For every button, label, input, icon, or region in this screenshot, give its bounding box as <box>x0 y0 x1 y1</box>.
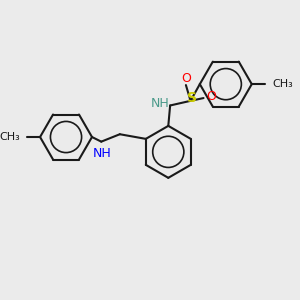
Text: CH₃: CH₃ <box>272 79 293 89</box>
Text: CH₃: CH₃ <box>0 132 20 142</box>
Text: O: O <box>206 90 216 103</box>
Text: NH: NH <box>93 147 112 160</box>
Text: S: S <box>188 91 197 105</box>
Text: O: O <box>181 72 191 85</box>
Text: NH: NH <box>151 97 169 110</box>
